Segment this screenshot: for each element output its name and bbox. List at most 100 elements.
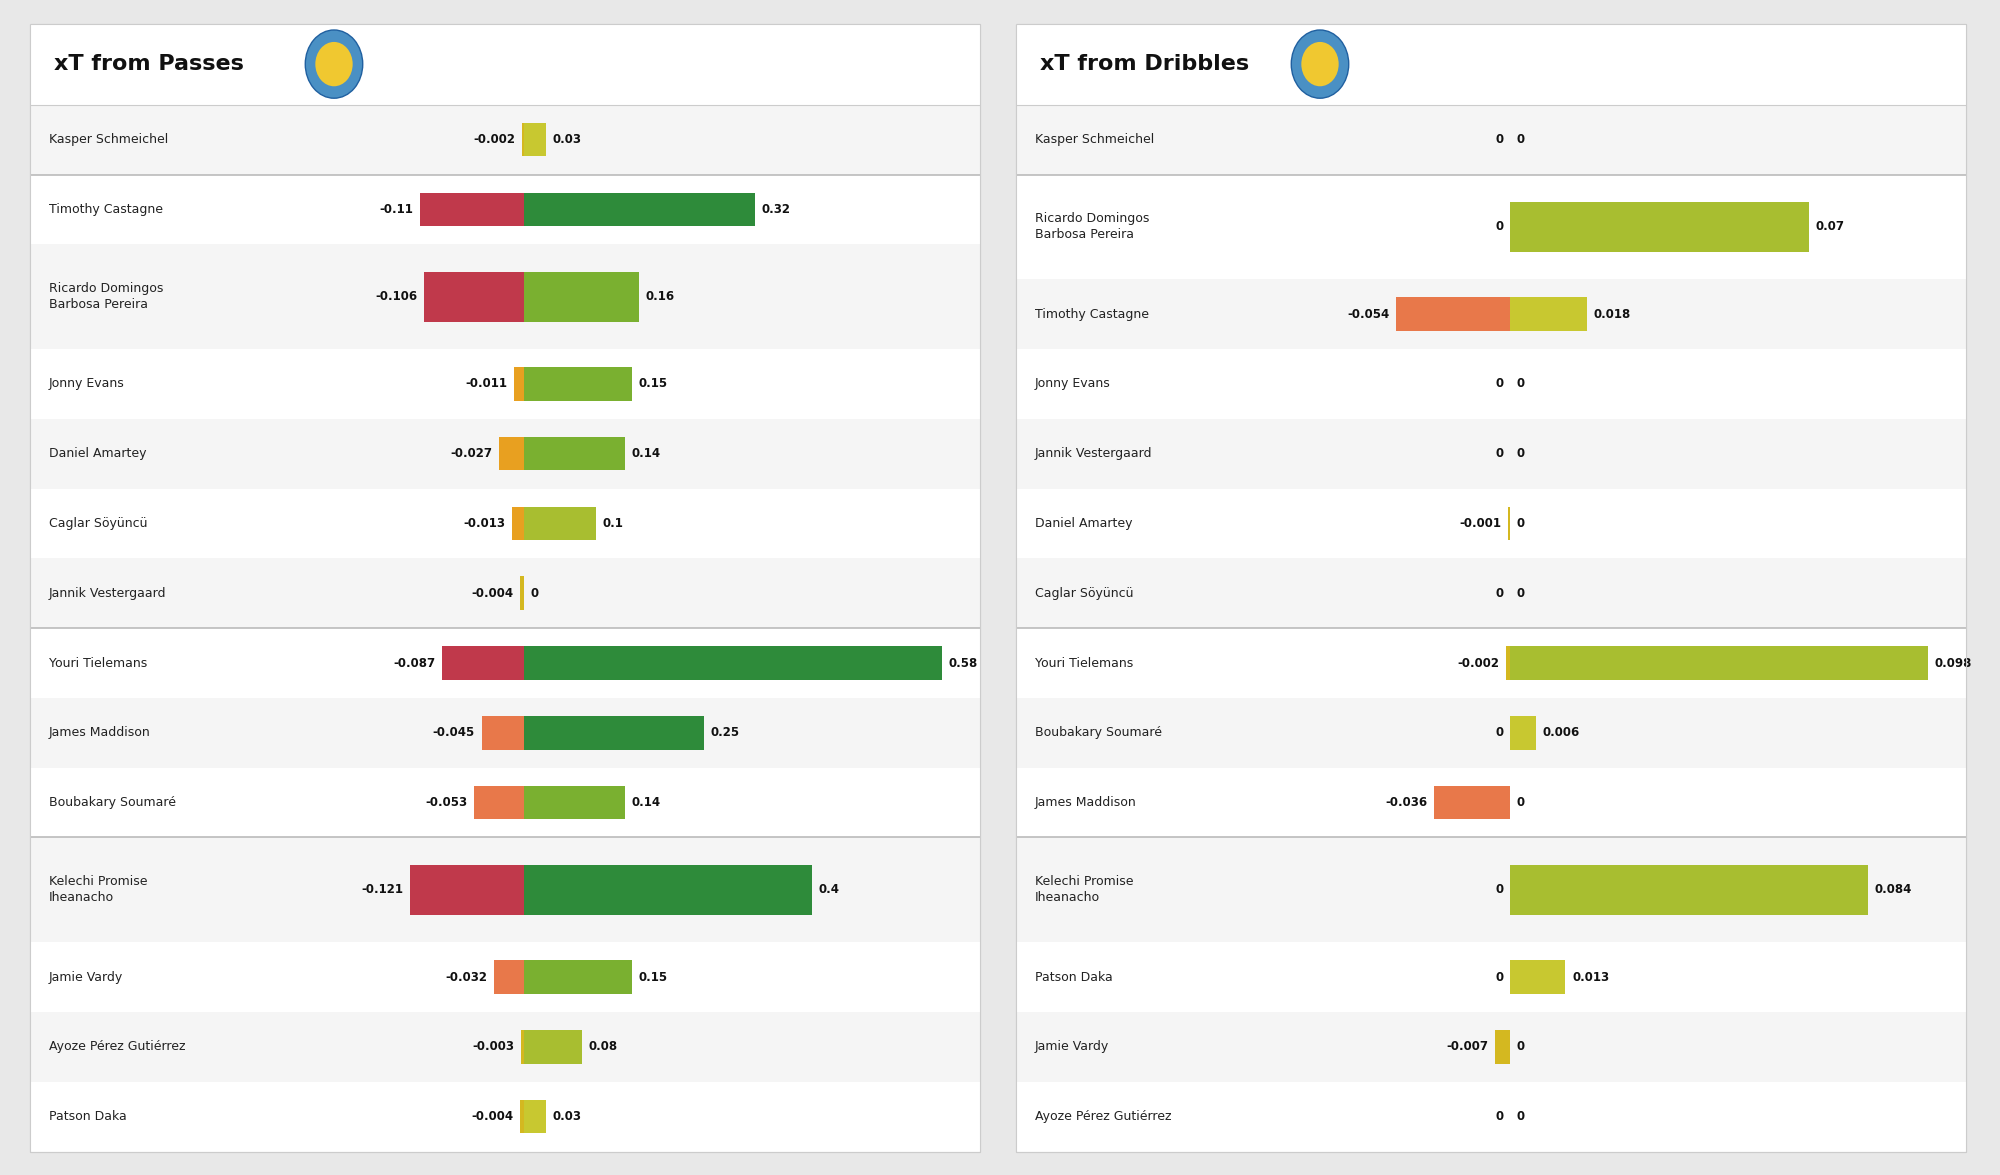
Text: 0: 0 <box>1516 1040 1524 1053</box>
Bar <box>524 1030 582 1063</box>
Bar <box>1434 786 1510 819</box>
Text: -0.011: -0.011 <box>464 377 506 390</box>
Text: 0: 0 <box>1496 133 1504 146</box>
Bar <box>1510 297 1586 331</box>
Text: Patson Daka: Patson Daka <box>48 1110 126 1123</box>
Bar <box>482 716 524 750</box>
Text: 0: 0 <box>1496 884 1504 897</box>
Text: 0.07: 0.07 <box>1816 221 1844 234</box>
Bar <box>524 367 632 401</box>
Bar <box>30 942 980 1012</box>
Bar <box>498 437 524 470</box>
Text: Kasper Schmeichel: Kasper Schmeichel <box>48 133 168 146</box>
Text: Kelechi Promise
Iheanacho: Kelechi Promise Iheanacho <box>48 875 148 905</box>
Text: Daniel Amartey: Daniel Amartey <box>1036 517 1132 530</box>
Bar <box>30 767 980 838</box>
Bar <box>1016 489 1966 558</box>
Bar <box>1016 24 1966 105</box>
Bar <box>30 558 980 629</box>
Text: 0.013: 0.013 <box>1572 971 1610 983</box>
Text: 0: 0 <box>1516 797 1524 810</box>
Text: -0.054: -0.054 <box>1348 308 1390 321</box>
Text: 0: 0 <box>1496 221 1504 234</box>
Text: -0.002: -0.002 <box>1458 657 1500 670</box>
Text: Ayoze Pérez Gutiérrez: Ayoze Pérez Gutiérrez <box>1036 1110 1172 1123</box>
Text: -0.001: -0.001 <box>1460 517 1502 530</box>
Text: -0.121: -0.121 <box>362 884 404 897</box>
Text: 0: 0 <box>1496 1110 1504 1123</box>
Bar <box>30 489 980 558</box>
Text: 0: 0 <box>1516 377 1524 390</box>
Bar <box>1016 280 1966 349</box>
Bar <box>1510 202 1808 251</box>
Text: James Maddison: James Maddison <box>1036 797 1136 810</box>
Bar <box>1396 297 1510 331</box>
Text: Jamie Vardy: Jamie Vardy <box>48 971 124 983</box>
Bar <box>524 865 812 915</box>
Bar <box>1510 865 1868 915</box>
Text: Caglar Söyüncü: Caglar Söyüncü <box>48 517 148 530</box>
Text: 0: 0 <box>1516 448 1524 461</box>
Bar <box>524 716 704 750</box>
Text: -0.106: -0.106 <box>376 290 418 303</box>
Text: 0.14: 0.14 <box>632 448 660 461</box>
Text: 0.25: 0.25 <box>710 726 740 739</box>
Bar <box>1016 838 1966 942</box>
Bar <box>1510 646 1928 680</box>
Text: 0.08: 0.08 <box>588 1040 618 1053</box>
Bar <box>524 786 624 819</box>
Text: 0.14: 0.14 <box>632 797 660 810</box>
Text: 0: 0 <box>1516 133 1524 146</box>
Bar <box>410 865 524 915</box>
Text: 0.15: 0.15 <box>638 971 668 983</box>
Text: -0.013: -0.013 <box>464 517 506 530</box>
Bar <box>1508 506 1510 540</box>
Text: 0.03: 0.03 <box>552 133 582 146</box>
Text: 0.4: 0.4 <box>818 884 840 897</box>
Text: 0: 0 <box>530 586 538 599</box>
Text: 0: 0 <box>1496 586 1504 599</box>
Text: James Maddison: James Maddison <box>48 726 150 739</box>
Bar <box>30 349 980 418</box>
Text: -0.004: -0.004 <box>472 586 514 599</box>
Bar <box>30 629 980 698</box>
Bar <box>30 175 980 244</box>
Bar <box>1016 767 1966 838</box>
Text: Daniel Amartey: Daniel Amartey <box>48 448 146 461</box>
Bar <box>1510 716 1536 750</box>
Bar <box>494 960 524 994</box>
Bar <box>1016 1082 1966 1152</box>
Text: -0.007: -0.007 <box>1446 1040 1488 1053</box>
Bar <box>512 506 524 540</box>
Bar <box>442 646 524 680</box>
Bar <box>30 105 980 175</box>
Circle shape <box>1292 31 1348 99</box>
Circle shape <box>1302 42 1338 86</box>
Text: Jannik Vestergaard: Jannik Vestergaard <box>48 586 166 599</box>
Text: -0.003: -0.003 <box>472 1040 514 1053</box>
Text: 0: 0 <box>1496 448 1504 461</box>
Text: Ricardo Domingos
Barbosa Pereira: Ricardo Domingos Barbosa Pereira <box>48 282 164 311</box>
Bar <box>1506 646 1510 680</box>
Text: 0.32: 0.32 <box>762 203 790 216</box>
Text: 0.16: 0.16 <box>646 290 676 303</box>
Text: 0: 0 <box>1496 726 1504 739</box>
Bar <box>524 193 754 226</box>
Text: 0.006: 0.006 <box>1542 726 1580 739</box>
Bar <box>30 1082 980 1152</box>
Text: Boubakary Soumaré: Boubakary Soumaré <box>1036 726 1162 739</box>
Text: xT from Dribbles: xT from Dribbles <box>1040 54 1248 74</box>
Text: 0.1: 0.1 <box>602 517 624 530</box>
Text: -0.036: -0.036 <box>1386 797 1428 810</box>
Text: Timothy Castagne: Timothy Castagne <box>1036 308 1148 321</box>
Circle shape <box>316 42 352 86</box>
Text: -0.032: -0.032 <box>446 971 488 983</box>
Bar <box>524 960 632 994</box>
Bar <box>424 271 524 322</box>
Bar <box>522 1030 524 1063</box>
Text: 0: 0 <box>1496 377 1504 390</box>
Text: Ayoze Pérez Gutiérrez: Ayoze Pérez Gutiérrez <box>48 1040 186 1053</box>
Text: -0.045: -0.045 <box>432 726 474 739</box>
Text: Ricardo Domingos
Barbosa Pereira: Ricardo Domingos Barbosa Pereira <box>1036 213 1150 241</box>
Bar <box>1016 175 1966 280</box>
